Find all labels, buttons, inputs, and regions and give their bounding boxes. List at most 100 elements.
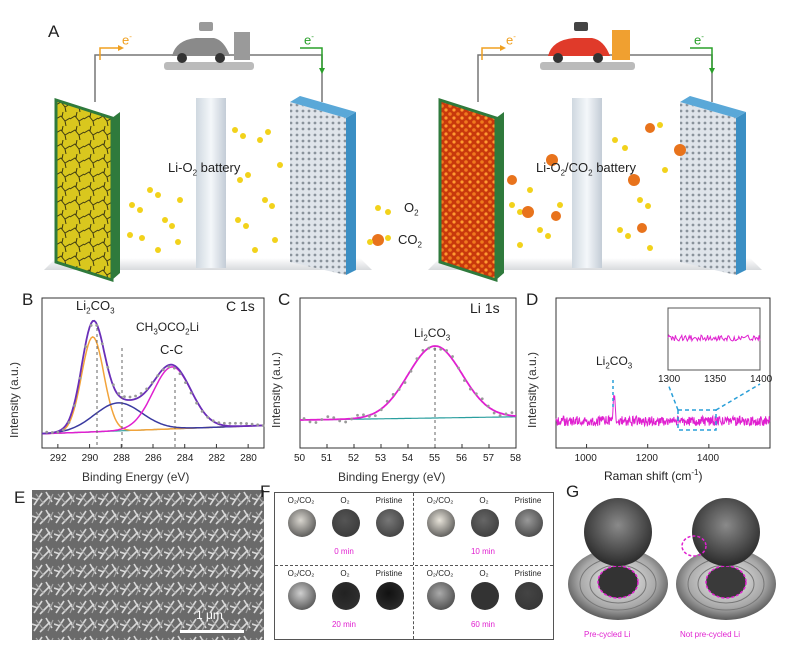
f-disc — [471, 582, 499, 610]
chart-d-inset-series — [667, 333, 761, 343]
chart-b-point — [95, 324, 99, 327]
f-sample-label: O₂/CO₂ — [426, 569, 454, 578]
chart-c-point — [439, 347, 443, 351]
chart-b-point — [84, 345, 88, 349]
chart-d-frame — [555, 297, 771, 449]
chart-b-point — [150, 381, 154, 384]
chart-d-inset-tick-label: 1300 — [658, 374, 681, 385]
chart-b-point — [178, 372, 182, 376]
chart-c-point — [314, 421, 318, 424]
chart-b-point — [173, 366, 176, 370]
chart-c-ylabel: Intensity (a.u.) — [272, 352, 283, 428]
chart-b-ylabel: Intensity (a.u.) — [10, 362, 21, 438]
panel-g-letter: G — [566, 482, 580, 501]
chart-d-xtick-label: 1400 — [697, 453, 720, 464]
f-sample-label: O₂/CO₂ — [287, 496, 315, 505]
chart-b-point — [250, 422, 254, 426]
chart-b-point — [106, 365, 110, 369]
chart-c-point — [302, 417, 306, 420]
g-right-caption: Not pre-cycled Li — [680, 630, 741, 639]
chart-b-point — [161, 368, 165, 372]
chart-c-point — [403, 381, 407, 384]
chart-b-point — [195, 401, 199, 405]
chart-c-point — [457, 366, 460, 370]
chart-d-xtick-label: 1000 — [575, 453, 598, 464]
f-sample-label: Pristine — [514, 569, 542, 578]
electron-label-1: e- — [122, 32, 132, 48]
chart-b-point — [100, 342, 104, 346]
chart-c-point — [445, 349, 449, 352]
f-sample-label: Pristine — [375, 569, 403, 578]
chart-b-point — [123, 395, 126, 399]
chart-c-xtick-label: 50 — [294, 453, 306, 464]
chart-b-point — [89, 324, 93, 327]
chart-b-point — [228, 421, 232, 425]
panel-c-letter: C — [278, 290, 291, 309]
f-block: O₂/CO₂ O₂ Pristine 10 min — [414, 493, 552, 565]
f-time-label: 60 min — [470, 620, 495, 629]
chart-c-point — [350, 417, 353, 421]
chart-b-xtick-label: 290 — [82, 453, 99, 464]
chart-c-point — [362, 413, 365, 417]
chart-b-point — [167, 365, 171, 369]
chart-c-point — [320, 418, 324, 421]
chart-b-point — [73, 404, 76, 407]
chart-c-xtick-label: 54 — [402, 453, 414, 464]
chart-b-point — [128, 395, 132, 399]
chart-c-point — [468, 387, 472, 391]
f-sample-label: O₂ — [479, 496, 489, 505]
chart-c-point — [474, 392, 478, 396]
chart-b-peak1: Li2CO3 — [76, 298, 115, 316]
left-battery-label: Li-O2 battery — [168, 160, 241, 178]
chart-b-point — [139, 392, 143, 395]
f-disc — [471, 509, 499, 537]
chart-b-point — [62, 428, 65, 432]
chart-b-point — [256, 423, 260, 427]
chart-c-point — [326, 415, 330, 419]
chart-b-point — [78, 376, 82, 380]
chart-b-tag: C 1s — [226, 298, 255, 314]
panel-f-box: O₂/CO₂ O₂ Pristine 0 min O₂/CO₂ O₂ Pristine 10 … — [274, 492, 554, 640]
chart-c-point — [486, 404, 490, 408]
chart-b-point — [134, 394, 137, 398]
chart-b-point — [45, 430, 49, 434]
chart-b-point — [211, 419, 215, 423]
scale-bar-label: 1 μm — [196, 608, 223, 622]
chart-c-point — [308, 420, 312, 424]
f-block: O₂/CO₂ O₂ Pristine 0 min — [275, 493, 413, 565]
f-sample-label: Pristine — [514, 496, 542, 505]
chart-d-series-li2co3 — [555, 394, 771, 428]
chart-c-xtick-label: 53 — [375, 453, 387, 464]
chart-c: 50 51 52 53 54 55 56 57 58 Intensity (a.u.) Bind… — [272, 297, 522, 484]
chart-b-point — [184, 381, 187, 385]
chart-c-point — [415, 357, 419, 361]
f-disc — [515, 582, 543, 610]
scale-bar — [180, 630, 244, 633]
f-sample-label: O₂/CO₂ — [287, 569, 315, 578]
chart-c-xtick-label: 57 — [483, 453, 495, 464]
chart-b: 292 290 288 286 284 282 280 Intensity (a.u.) B… — [10, 297, 265, 484]
chart-b-peak3: C-C — [160, 342, 184, 357]
chart-b-xlabel: Binding Energy (eV) — [82, 470, 189, 484]
li-disc-photo — [568, 498, 776, 620]
chart-b-peak2: CH3OCO2Li — [136, 320, 199, 337]
chart-c-point — [510, 411, 514, 415]
chart-d-peak: Li2CO3 — [596, 354, 633, 371]
chart-c-xtick-label: 52 — [348, 453, 360, 464]
f-disc — [332, 582, 360, 610]
panel-e-letter: E — [14, 488, 26, 507]
chart-c-xlabel: Binding Energy (eV) — [338, 470, 445, 484]
sem-image — [32, 490, 264, 640]
f-disc — [332, 509, 360, 537]
chart-c-point — [367, 414, 371, 418]
chart-b-point — [56, 430, 60, 434]
chart-b-xtick-label: 292 — [50, 453, 67, 464]
chart-c-series-li2co3 — [300, 345, 517, 421]
f-sample-label: Pristine — [375, 496, 403, 505]
chart-d: 1000 1200 1400 1300 1350 1400 Intensity (a.u… — [528, 297, 773, 464]
chart-c-point — [451, 355, 454, 358]
chart-d-inset-tick-label: 1400 — [750, 374, 773, 385]
chart-b-point — [245, 422, 248, 425]
panel-a-illustration — [44, 22, 762, 283]
chart-b-xtick-label: 284 — [177, 453, 194, 464]
